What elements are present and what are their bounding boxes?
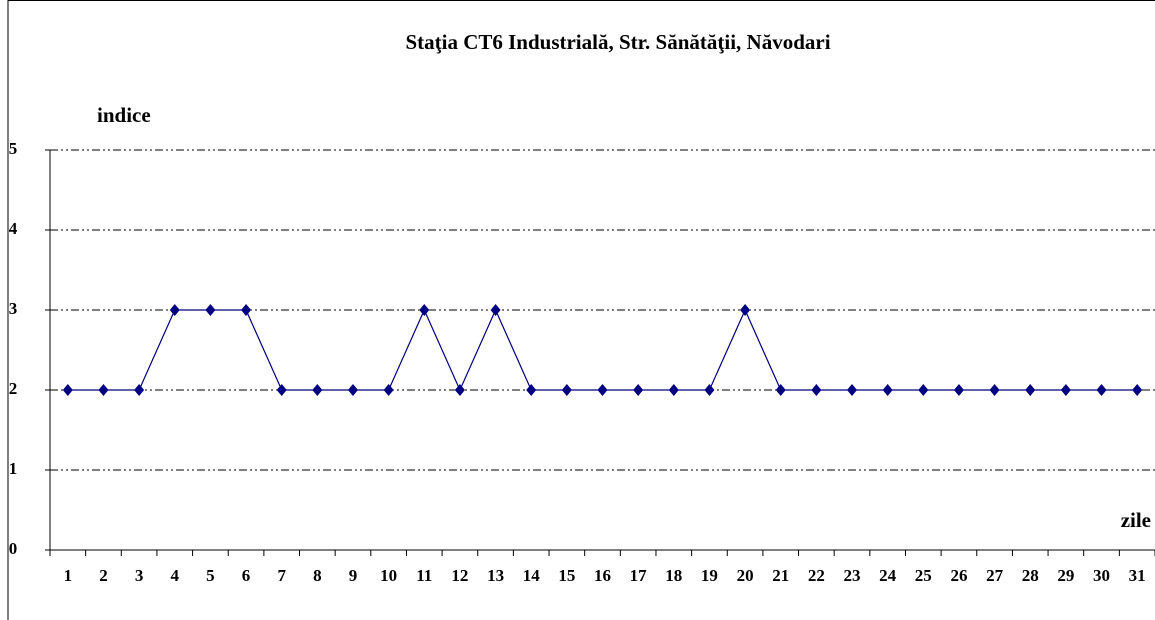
x-tick-label: 14 <box>523 566 541 585</box>
x-tick-label: 25 <box>915 566 932 585</box>
data-point <box>953 384 964 396</box>
data-point <box>918 384 929 396</box>
y-tick-label: 2 <box>9 379 18 398</box>
x-tick-label: 27 <box>986 566 1004 585</box>
data-point <box>1025 384 1036 396</box>
data-point <box>347 384 358 396</box>
x-tick-label: 4 <box>171 566 180 585</box>
x-tick-label: 19 <box>701 566 718 585</box>
x-tick-label: 11 <box>416 566 432 585</box>
data-point <box>1096 384 1107 396</box>
x-tick-label: 17 <box>630 566 648 585</box>
y-tick-label: 0 <box>9 539 18 558</box>
x-tick-label: 5 <box>206 566 215 585</box>
x-tick-label: 2 <box>99 566 108 585</box>
x-tick-label: 30 <box>1093 566 1110 585</box>
x-tick-label: 16 <box>594 566 611 585</box>
data-point <box>312 384 323 396</box>
data-point <box>490 304 501 316</box>
x-tick-label: 31 <box>1129 566 1146 585</box>
chart-title: Staţia CT6 Industrială, Str. Sănătăţii, … <box>405 30 830 54</box>
x-tick-label: 28 <box>1022 566 1039 585</box>
data-point <box>134 384 145 396</box>
x-tick-label: 12 <box>451 566 468 585</box>
y-tick-label: 4 <box>9 219 18 238</box>
x-tick-label: 8 <box>313 566 322 585</box>
data-point <box>633 384 644 396</box>
x-tick-label: 22 <box>808 566 825 585</box>
data-point <box>1132 384 1143 396</box>
y-tick-label: 1 <box>9 459 18 478</box>
data-point <box>62 384 73 396</box>
data-point <box>454 384 465 396</box>
data-point <box>383 384 394 396</box>
data-point <box>1060 384 1071 396</box>
data-line <box>67 308 1138 392</box>
x-tick-label: 26 <box>950 566 967 585</box>
data-point <box>561 384 572 396</box>
x-tick-label: 20 <box>737 566 754 585</box>
data-point <box>989 384 1000 396</box>
data-point <box>276 384 287 396</box>
x-tick-label: 18 <box>665 566 682 585</box>
data-point <box>419 304 430 316</box>
x-tick-label: 10 <box>380 566 397 585</box>
y-axis-label: indice <box>97 103 151 127</box>
data-point <box>597 384 608 396</box>
x-tick-label: 1 <box>64 566 73 585</box>
data-point <box>704 384 715 396</box>
data-point <box>241 304 252 316</box>
data-point <box>847 384 858 396</box>
x-tick-label: 24 <box>879 566 897 585</box>
data-point <box>526 384 537 396</box>
data-point <box>169 304 180 316</box>
x-tick-label: 6 <box>242 566 251 585</box>
data-point <box>811 384 822 396</box>
data-point <box>205 304 216 316</box>
x-axis-label: zile <box>1121 508 1151 532</box>
x-tick-label: 23 <box>844 566 861 585</box>
y-tick-label: 3 <box>9 299 18 318</box>
data-point <box>882 384 893 396</box>
x-tick-label: 21 <box>772 566 789 585</box>
data-point <box>740 304 751 316</box>
y-tick-label: 5 <box>9 139 18 158</box>
x-tick-label: 3 <box>135 566 144 585</box>
x-tick-label: 9 <box>349 566 358 585</box>
x-tick-label: 15 <box>558 566 575 585</box>
data-point <box>775 384 786 396</box>
data-point <box>668 384 679 396</box>
x-tick-label: 7 <box>277 566 286 585</box>
x-tick-label: 13 <box>487 566 504 585</box>
data-point <box>98 384 109 396</box>
x-tick-label: 29 <box>1057 566 1074 585</box>
